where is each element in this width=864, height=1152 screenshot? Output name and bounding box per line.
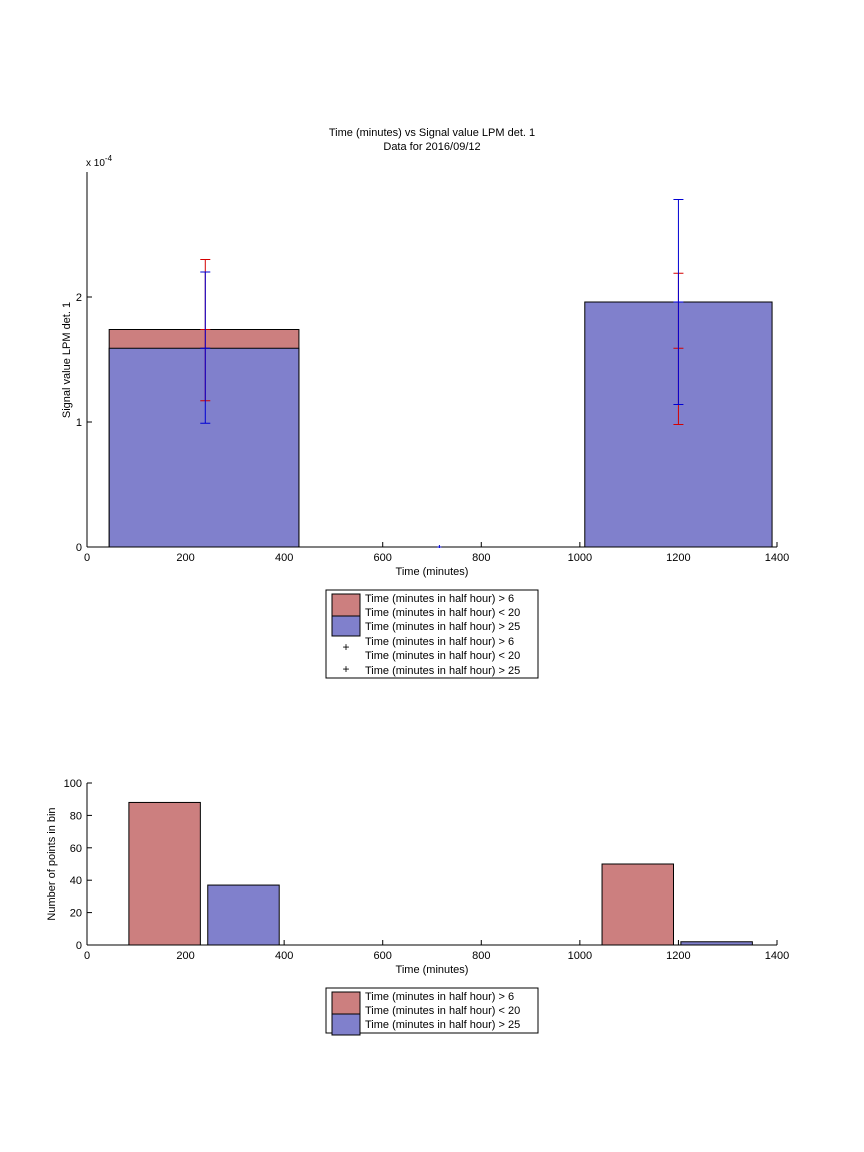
chart1-y-exponent-base: x 10 [86, 158, 105, 169]
chart1-legend: + + Time (minutes in half hour) > 6 Time… [325, 589, 539, 679]
chart1-title: Time (minutes) vs Signal value LPM det. … [329, 127, 535, 139]
chart2-legend-entry-2: Time (minutes in half hour) < 20 [365, 1005, 520, 1017]
chart2-x-tick-label: 1200 [666, 950, 690, 962]
chart2-x-tick-label: 400 [275, 950, 293, 962]
chart2-legend: Time (minutes in half hour) > 6 Time (mi… [325, 987, 539, 1036]
chart1-x-tick-label: 1000 [568, 552, 592, 564]
chart2-y-tick-label: 80 [70, 810, 82, 822]
chart1-legend-swatch-red [331, 593, 361, 617]
chart2-y-tick-label: 20 [70, 908, 82, 920]
chart2-x-tick-label: 600 [374, 950, 392, 962]
chart1-legend-entry-5: Time (minutes in half hour) < 20 [365, 650, 520, 662]
chart1-legend-entry-2: Time (minutes in half hour) < 20 [365, 607, 520, 619]
chart2-bar-blue [207, 884, 280, 946]
chart2-x-tick-label: 800 [472, 950, 490, 962]
chart1-legend-entry-3: Time (minutes in half hour) > 25 [365, 621, 520, 633]
chart1-y-tick-label: 1 [76, 417, 82, 429]
chart1-legend-box [325, 589, 539, 679]
chart1-legend-swatch-blue [331, 615, 361, 637]
chart2-y-tick-label: 60 [70, 843, 82, 855]
chart2-x-axis-label: Time (minutes) [396, 964, 469, 976]
chart2-x-tick-label: 1000 [568, 950, 592, 962]
chart1-x-tick-label: 0 [84, 552, 90, 564]
chart1-y-axis-label: Signal value LPM det. 1 [61, 302, 73, 418]
chart1-legend-marker-blue: + [342, 662, 349, 676]
chart1-y-exponent-power: -4 [105, 154, 113, 163]
chart2-bar-blue [680, 941, 753, 946]
chart2-plot-area: 0 200 400 600 800 1000 1200 1400 0 20 40 60 80 100 [64, 778, 790, 962]
chart1-x-tick-label: 400 [275, 552, 293, 564]
chart2-legend-box [325, 987, 539, 1034]
chart1-y-tick-label: 2 [76, 292, 82, 304]
chart2-y-tick-label: 40 [70, 875, 82, 887]
chart2-legend-swatch-blue [331, 1013, 361, 1036]
chart1-x-tick-label: 800 [472, 552, 490, 564]
chart2-bar-red [128, 801, 201, 946]
chart1-subtitle: Data for 2016/09/12 [383, 141, 480, 153]
chart1-y-exponent: x 10-4 [86, 154, 113, 169]
chart1-legend-marker-red: + [342, 640, 349, 654]
chart2-legend-entry-1: Time (minutes in half hour) > 6 [365, 991, 514, 1003]
chart1-plot-area: 0 200 400 600 800 1000 1200 1400 0 1 2 [76, 172, 789, 564]
chart2-x-tick-label: 200 [176, 950, 194, 962]
chart1-legend-entry-4: Time (minutes in half hour) > 6 [365, 636, 514, 648]
chart2-y-tick-label: 0 [76, 940, 82, 952]
chart2-bar-red [601, 863, 674, 946]
chart1-legend-entry-1: Time (minutes in half hour) > 6 [365, 593, 514, 605]
chart1-x-tick-label: 1400 [765, 552, 789, 564]
chart1-x-axis-label: Time (minutes) [396, 566, 469, 578]
chart2-y-axis-label: Number of points in bin [46, 807, 58, 920]
chart1-y-tick-label: 0 [76, 542, 82, 554]
chart1-x-tick-label: 600 [374, 552, 392, 564]
chart2-legend-entry-3: Time (minutes in half hour) > 25 [365, 1019, 520, 1031]
chart1-x-tick-label: 200 [176, 552, 194, 564]
chart1-legend-entry-6: Time (minutes in half hour) > 25 [365, 665, 520, 677]
chart2-y-tick-label: 100 [64, 778, 82, 790]
chart1-x-tick-label: 1200 [666, 552, 690, 564]
chart1-bar-blue [108, 347, 300, 548]
chart2-x-tick-label: 1400 [765, 950, 789, 962]
chart2-x-tick-label: 0 [84, 950, 90, 962]
chart2-legend-swatch-red [331, 991, 361, 1015]
